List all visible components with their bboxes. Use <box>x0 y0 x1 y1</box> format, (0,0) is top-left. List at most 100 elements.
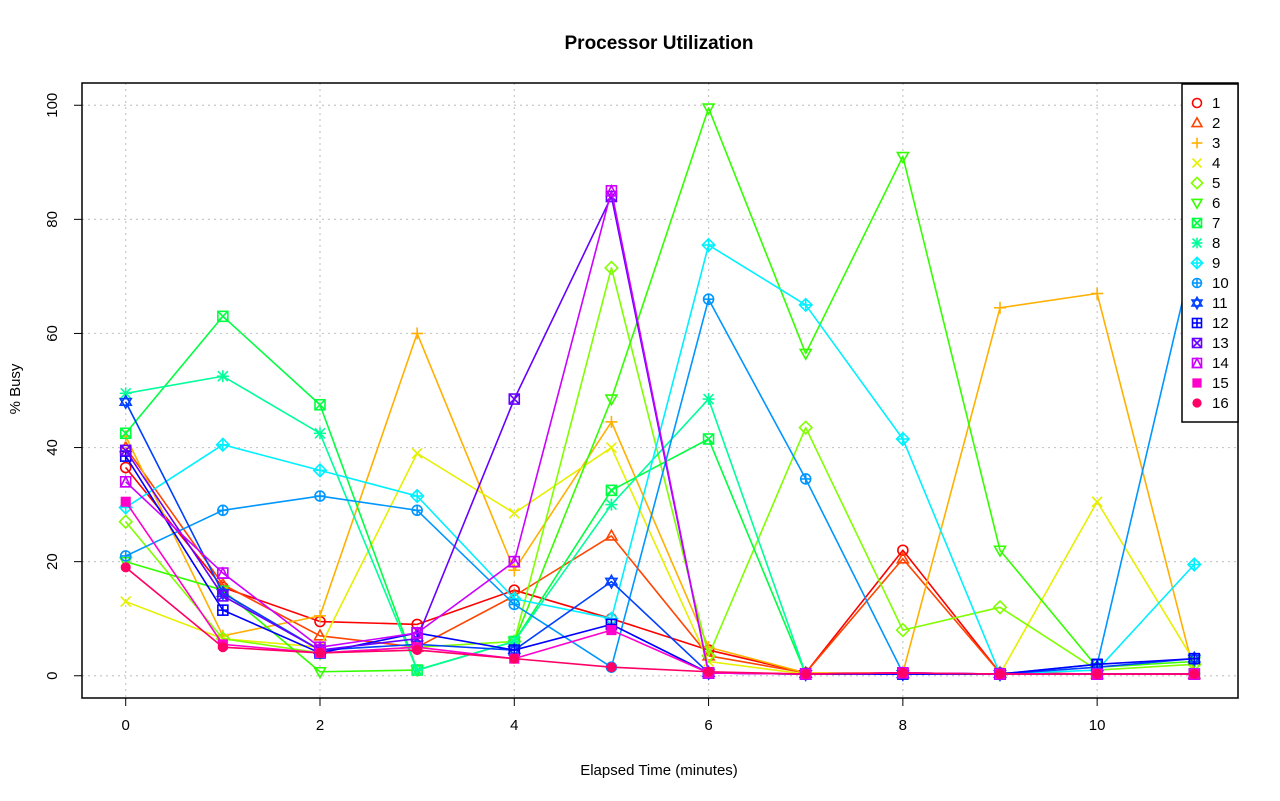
legend-label: 16 <box>1212 395 1229 412</box>
data-point <box>314 398 326 411</box>
series-line-5 <box>125 267 1195 671</box>
legend-item: 6 <box>1190 195 1220 212</box>
data-point <box>119 444 132 457</box>
legend-marker <box>1191 317 1203 329</box>
data-point <box>216 566 230 579</box>
data-point <box>701 237 716 253</box>
legend-marker <box>1190 256 1204 270</box>
legend-item: 14 <box>1191 355 1229 372</box>
y-tick-label: 40 <box>44 439 61 456</box>
x-tick-label: 4 <box>510 717 518 734</box>
legend-label: 1 <box>1212 95 1220 112</box>
y-tick-label: 60 <box>44 325 61 342</box>
legend-item: 3 <box>1191 135 1220 152</box>
data-point <box>412 645 423 656</box>
data-point <box>604 528 619 541</box>
data-point <box>800 668 811 680</box>
data-point <box>217 310 229 323</box>
series-line-16 <box>125 566 1195 675</box>
data-point <box>509 653 520 664</box>
data-point <box>897 544 909 557</box>
x-tick-label: 6 <box>704 717 712 734</box>
legend-item: 12 <box>1191 315 1229 332</box>
data-point <box>605 484 618 497</box>
data-point <box>120 496 131 507</box>
data-point <box>120 562 131 573</box>
legend-marker <box>1191 157 1203 169</box>
legend-label: 11 <box>1212 295 1228 312</box>
data-point <box>605 498 618 511</box>
data-point <box>119 387 132 400</box>
data-point <box>1186 557 1202 572</box>
legend-item: 4 <box>1191 155 1220 172</box>
data-point <box>411 327 424 340</box>
legend-marker <box>1191 356 1203 369</box>
y-axis-label: % Busy <box>7 363 24 414</box>
legend-label: 14 <box>1212 355 1229 372</box>
data-point <box>313 666 327 680</box>
series-line-12 <box>125 455 1195 675</box>
legend-label: 3 <box>1212 135 1220 152</box>
data-point <box>216 370 229 383</box>
data-point <box>1188 652 1201 665</box>
data-point <box>798 348 813 361</box>
grid <box>82 83 1238 698</box>
legend-marker <box>1191 217 1203 229</box>
data-point <box>799 473 812 485</box>
series-1 <box>119 461 1201 680</box>
data-point <box>798 297 814 313</box>
data-point <box>118 394 133 410</box>
data-point <box>119 427 132 440</box>
series-line-14 <box>125 190 1195 675</box>
legend-marker <box>1191 137 1203 149</box>
legend-label: 10 <box>1212 275 1229 292</box>
legend-marker <box>1190 176 1204 190</box>
legend-marker <box>1191 277 1203 289</box>
data-point <box>895 151 910 164</box>
legend-label: 6 <box>1212 195 1220 212</box>
data-point <box>1189 668 1200 680</box>
data-point <box>411 664 424 677</box>
series-16 <box>120 562 1200 680</box>
data-point <box>992 599 1008 615</box>
data-point <box>409 488 425 504</box>
legend-marker <box>1190 116 1204 128</box>
y-tick-label: 0 <box>44 672 61 680</box>
data-point <box>605 441 617 454</box>
y-tick-label: 80 <box>44 211 61 228</box>
legend-marker <box>1191 97 1203 109</box>
legend-marker <box>1190 295 1204 311</box>
legend-label: 2 <box>1212 115 1220 132</box>
legend-marker <box>1190 198 1204 210</box>
series-2 <box>118 440 1202 679</box>
legend-marker <box>1192 398 1202 408</box>
data-point <box>606 625 617 636</box>
data-point <box>993 545 1007 558</box>
data-point <box>314 427 326 440</box>
data-point <box>119 474 133 488</box>
data-point <box>895 431 911 447</box>
data-point <box>507 554 521 568</box>
data-point <box>314 609 326 622</box>
data-point <box>701 103 716 116</box>
data-point <box>215 577 230 590</box>
series-6 <box>118 103 1202 680</box>
data-point <box>217 504 229 517</box>
data-point <box>994 301 1006 314</box>
x-tick-label: 8 <box>899 717 907 734</box>
legend-item: 2 <box>1190 115 1220 132</box>
data-point <box>895 622 911 638</box>
series-group <box>118 103 1202 682</box>
data-point <box>508 507 520 519</box>
legend-item: 10 <box>1191 275 1229 292</box>
data-point <box>702 433 715 445</box>
legend-item: 7 <box>1191 215 1220 232</box>
data-point <box>604 394 619 407</box>
data-point <box>314 647 326 658</box>
series-line-3 <box>124 292 1196 674</box>
legend-item: 8 <box>1191 235 1220 252</box>
data-point <box>508 393 521 405</box>
